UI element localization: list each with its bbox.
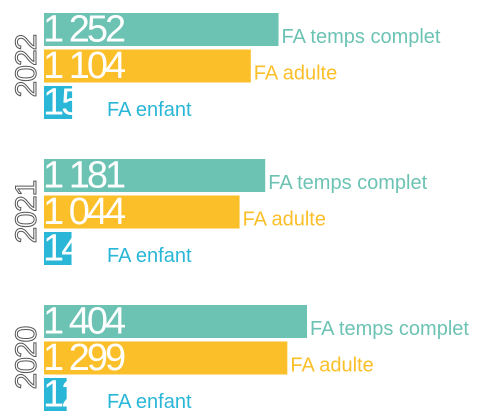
bar — [44, 195, 240, 229]
series-label: FA adulte — [290, 354, 373, 376]
bar — [44, 159, 266, 192]
series-label: FA temps complet — [282, 26, 441, 48]
bar — [44, 232, 72, 265]
series-label: FA temps complet — [310, 318, 469, 340]
series-label: FA enfant — [107, 391, 192, 413]
year-label: 2021 — [10, 180, 43, 243]
value-label: 1 044 — [43, 191, 126, 233]
value-label: 1 181 — [43, 155, 125, 197]
value-label: 121 — [43, 374, 99, 413]
bar — [44, 86, 73, 119]
series-label: FA adulte — [254, 62, 337, 84]
value-label: 1 299 — [43, 337, 125, 379]
bar — [44, 378, 67, 411]
series-label: FA enfant — [107, 245, 192, 267]
value-label: 1 252 — [43, 9, 125, 51]
bar — [44, 13, 279, 46]
bar — [44, 49, 251, 83]
series-label: FA enfant — [107, 99, 192, 121]
value-label: 147 — [43, 228, 99, 270]
value-label: 1 104 — [43, 45, 126, 87]
value-label: 1 404 — [43, 301, 126, 343]
year-label: 2020 — [10, 326, 43, 389]
bar — [44, 305, 307, 338]
series-label: FA adulte — [243, 208, 326, 230]
series-label: FA temps complet — [268, 172, 427, 194]
value-label: 150 — [43, 82, 99, 124]
year-label: 2022 — [10, 34, 43, 97]
bar — [44, 341, 288, 375]
